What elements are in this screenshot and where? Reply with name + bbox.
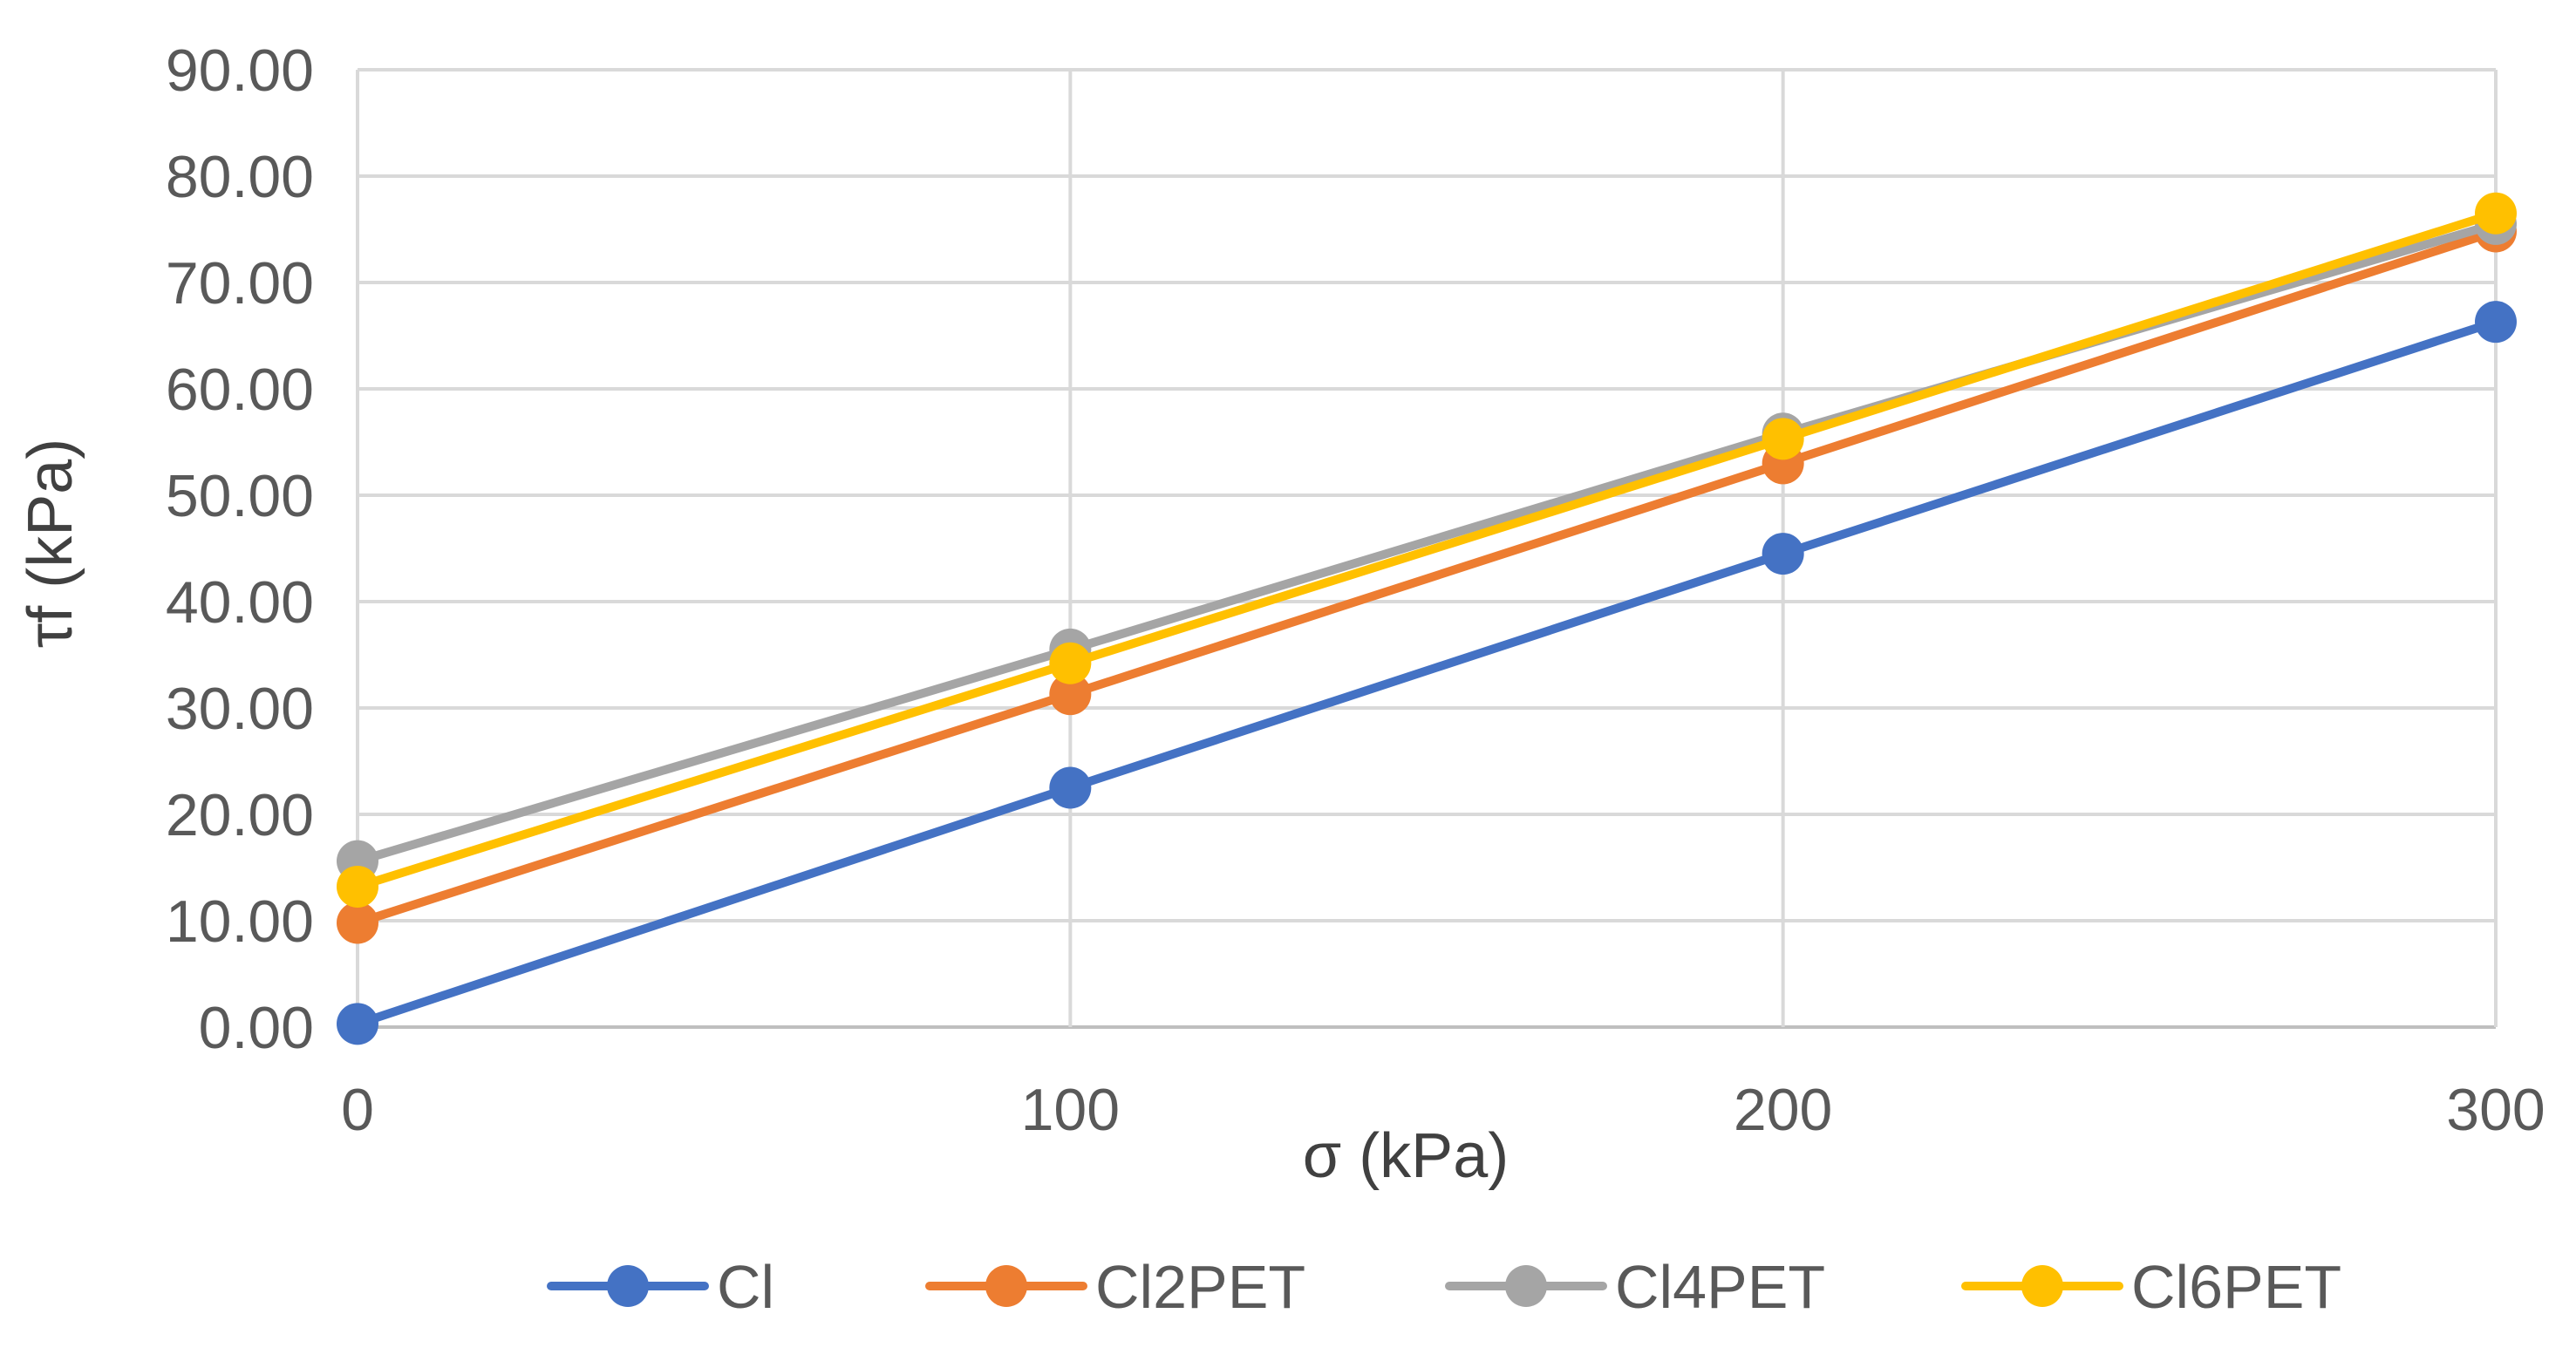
x-tick-label: 0	[341, 1077, 374, 1143]
legend-swatch-marker-cl	[607, 1265, 649, 1307]
data-point-cl	[1762, 533, 1804, 575]
data-series	[337, 192, 2517, 1045]
y-tick-label: 20.00	[166, 782, 314, 848]
x-axis-tick-labels: 0 100 200 300	[341, 1077, 2545, 1143]
y-axis-title: τf (kPa)	[16, 439, 85, 648]
x-tick-label: 200	[1734, 1077, 1832, 1143]
y-tick-label: 60.00	[166, 357, 314, 423]
y-tick-label: 50.00	[166, 463, 314, 529]
legend-swatch-marker-cl2pet	[985, 1265, 1027, 1307]
data-point-cl2pet	[337, 902, 378, 944]
series-line-cl6pet	[353, 208, 2500, 891]
y-tick-label: 0.00	[199, 995, 314, 1061]
x-axis-title: σ (kPa)	[1303, 1121, 1509, 1191]
data-point-cl	[337, 1003, 378, 1045]
legend-label-cl6pet: Cl6PET	[2131, 1253, 2341, 1321]
legend-label-cl2pet: Cl2PET	[1095, 1253, 1305, 1321]
data-point-cl2pet	[1049, 673, 1092, 716]
y-axis-tick-labels: 0.00 10.00 20.00 30.00 40.00 50.00 60.00 70.00 8…	[166, 37, 314, 1061]
data-point-cl6pet	[1762, 418, 1804, 460]
x-tick-label: 100	[1021, 1077, 1120, 1143]
series-line-cl	[353, 317, 2500, 1029]
data-point-cl	[2475, 301, 2517, 344]
legend-swatch-marker-cl4pet	[1505, 1265, 1547, 1307]
y-tick-label: 30.00	[166, 676, 314, 742]
data-point-cl6pet	[1049, 642, 1092, 684]
legend-swatch-marker-cl6pet	[2021, 1265, 2063, 1307]
data-point-cl6pet	[2475, 192, 2517, 235]
y-tick-label: 10.00	[166, 888, 314, 955]
y-tick-label: 70.00	[166, 250, 314, 316]
legend: Cl Cl2PET Cl4PET Cl6PET	[547, 1253, 2341, 1321]
y-tick-label: 40.00	[166, 569, 314, 636]
legend-label-cl4pet: Cl4PET	[1615, 1253, 1825, 1321]
legend-label-cl: Cl	[717, 1253, 774, 1321]
y-tick-label: 80.00	[166, 144, 314, 210]
y-tick-label: 90.00	[166, 37, 314, 104]
data-point-cl	[1049, 766, 1092, 809]
data-point-cl6pet	[337, 865, 378, 908]
series-line-cl2pet	[353, 227, 2500, 928]
x-tick-label: 300	[2446, 1077, 2545, 1143]
